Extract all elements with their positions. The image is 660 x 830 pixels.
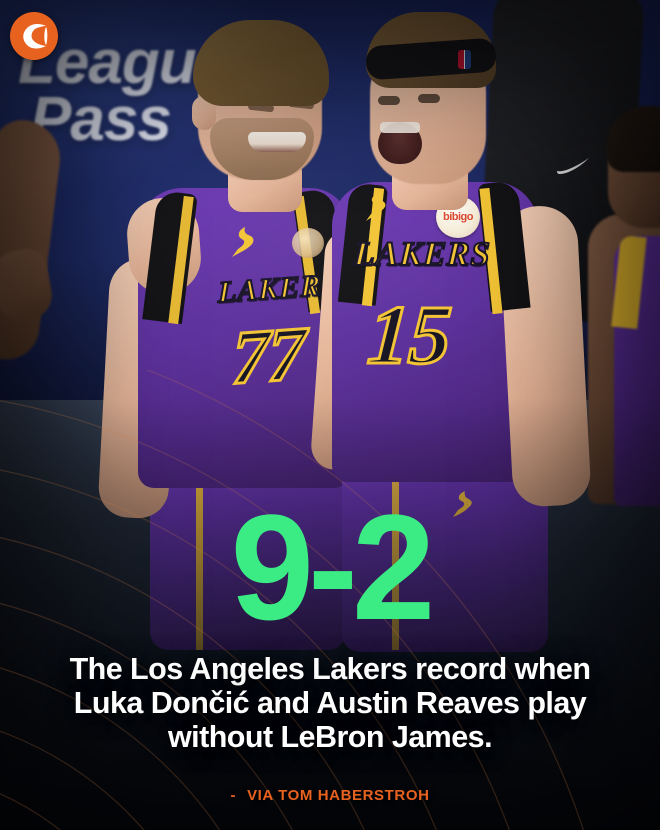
player-77-hair	[193, 20, 329, 106]
basketball-c-logo-icon	[17, 19, 51, 53]
headline-line-2: Luka Dončić and Austin Reaves play	[73, 686, 587, 720]
credit-dash: -	[230, 787, 237, 804]
brand-logo[interactable]	[10, 12, 58, 60]
stat-value: 9-2	[230, 483, 436, 651]
jumpman-logo-icon-2	[366, 193, 386, 221]
headline-line-3: without LeBron James.	[168, 720, 493, 754]
credit-text: VIA TOM HABERSTROH	[247, 787, 430, 804]
player-15-eye-right	[418, 94, 440, 103]
bibigo-patch-label: bibigo	[443, 211, 474, 223]
nba-headband-logo-icon	[458, 50, 471, 69]
player-15-team-wordmark: LAKERS	[352, 235, 492, 274]
player-15-number: 15	[363, 288, 455, 384]
nike-swoosh-icon	[557, 158, 589, 174]
headline-line-1: The Los Angeles Lakers record when	[69, 652, 591, 686]
player-15-teeth	[380, 122, 420, 133]
player-77-smile	[248, 132, 306, 152]
player-77-shoulder-patch	[292, 228, 324, 258]
jumpman-logo-icon	[232, 227, 254, 257]
player-15-eye-left	[378, 96, 400, 105]
credit-line: - VIA TOM HABERSTROH	[0, 787, 660, 804]
headline: The Los Angeles Lakers record when Luka …	[24, 652, 636, 754]
